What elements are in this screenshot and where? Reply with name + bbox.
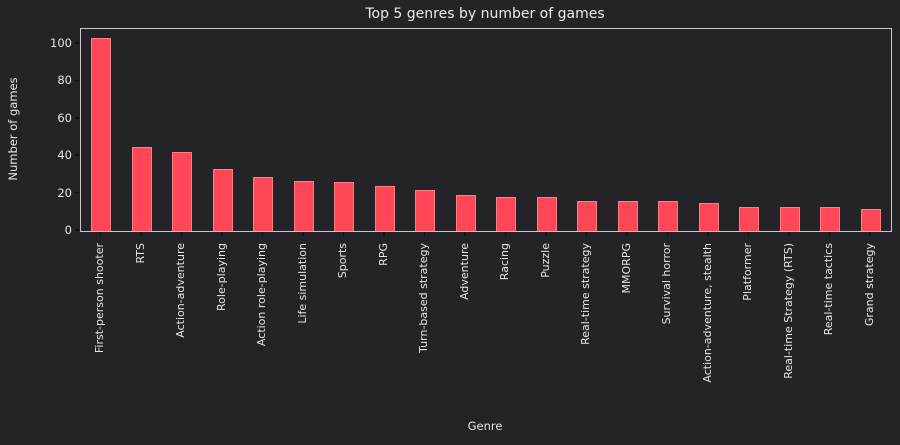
x-axis-label: Genre: [467, 419, 503, 433]
x-tick-label: Puzzle: [538, 243, 552, 278]
bar-17: [779, 206, 800, 231]
chart-title: Top 5 genres by number of games: [365, 6, 605, 22]
x-tick-mark: [545, 231, 547, 236]
bar-0: [91, 38, 112, 231]
x-tick-label: Sports: [336, 243, 350, 279]
bar-19: [860, 208, 881, 231]
bar-5: [293, 180, 314, 231]
x-tick-mark: [383, 231, 385, 236]
x-tick-mark: [302, 231, 304, 236]
y-tick-mark: [74, 191, 79, 194]
x-tick-label: Racing: [498, 243, 512, 281]
bar-16: [739, 206, 760, 231]
x-tick-mark: [99, 231, 101, 236]
bar-10: [496, 197, 517, 231]
y-tick-label: 0: [64, 223, 72, 237]
y-tick-label: 100: [50, 35, 72, 50]
x-tick-mark: [666, 231, 668, 236]
bar-8: [415, 189, 436, 231]
plot-area: [80, 28, 892, 232]
y-tick-label: 80: [57, 73, 72, 88]
bar-9: [455, 195, 476, 231]
bar-18: [820, 206, 841, 231]
y-tick-mark: [74, 154, 79, 156]
x-tick-mark: [828, 231, 830, 236]
x-tick-mark: [869, 231, 871, 236]
y-tick-mark: [74, 42, 79, 44]
bar-13: [617, 201, 638, 231]
bar-14: [658, 201, 679, 231]
x-tick-label: Grand strategy: [862, 243, 876, 327]
x-tick-mark: [180, 231, 182, 236]
y-tick-label: 60: [57, 110, 72, 125]
x-tick-mark: [707, 231, 709, 236]
x-tick-mark: [464, 231, 466, 236]
y-tick-mark: [74, 229, 79, 231]
bar-15: [698, 202, 719, 231]
bar-3: [212, 169, 233, 231]
x-tick-mark: [261, 231, 263, 236]
y-tick-mark: [74, 117, 79, 119]
bar-6: [334, 182, 355, 231]
y-tick-label: 40: [57, 148, 72, 163]
y-tick-mark: [74, 79, 79, 82]
bar-2: [172, 152, 193, 231]
x-tick-mark: [423, 231, 425, 236]
x-tick-mark: [221, 231, 223, 236]
bar-4: [253, 176, 274, 231]
x-tick-mark: [504, 231, 506, 236]
y-tick-label: 20: [57, 185, 72, 200]
bar-12: [577, 201, 598, 231]
x-tick-mark: [626, 231, 628, 236]
x-tick-mark: [342, 231, 344, 236]
bar-1: [131, 146, 152, 231]
bar-7: [374, 186, 395, 231]
x-tick-mark: [140, 231, 142, 236]
bar-11: [536, 197, 557, 231]
x-tick-mark: [747, 231, 749, 236]
x-tick-mark: [788, 231, 790, 236]
x-tick-label: RPG: [376, 243, 390, 266]
x-tick-mark: [585, 231, 587, 236]
x-tick-label: RTS: [133, 243, 147, 264]
